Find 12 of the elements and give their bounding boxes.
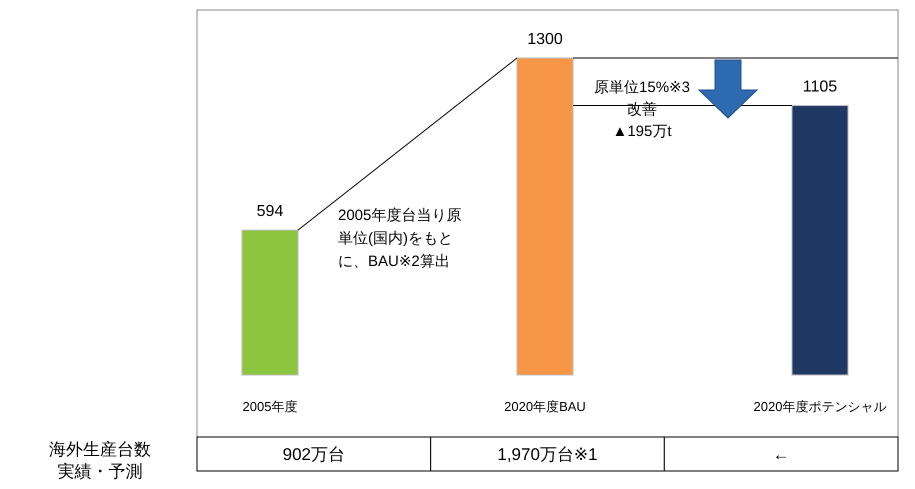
annotation: 2005年度台当り原単位(国内)をもとに、BAU※2算出 [338, 207, 462, 270]
x-tick-label: 2020年度BAU [504, 399, 586, 414]
annotation: ▲195万t [612, 123, 672, 140]
data-label: 594 [256, 203, 284, 220]
text: ← [772, 445, 790, 464]
text: 902万台 [282, 445, 346, 464]
text: 海外生産台数実績・予測 [49, 440, 151, 481]
x-tick-label: 2020年度ポテンシャル [754, 399, 886, 414]
data-label: 1105 [802, 78, 838, 96]
x-tick-label: 2005年度 [242, 399, 298, 414]
data-label: 1300 [527, 31, 563, 48]
text: 1,970万台※1 [497, 445, 598, 464]
